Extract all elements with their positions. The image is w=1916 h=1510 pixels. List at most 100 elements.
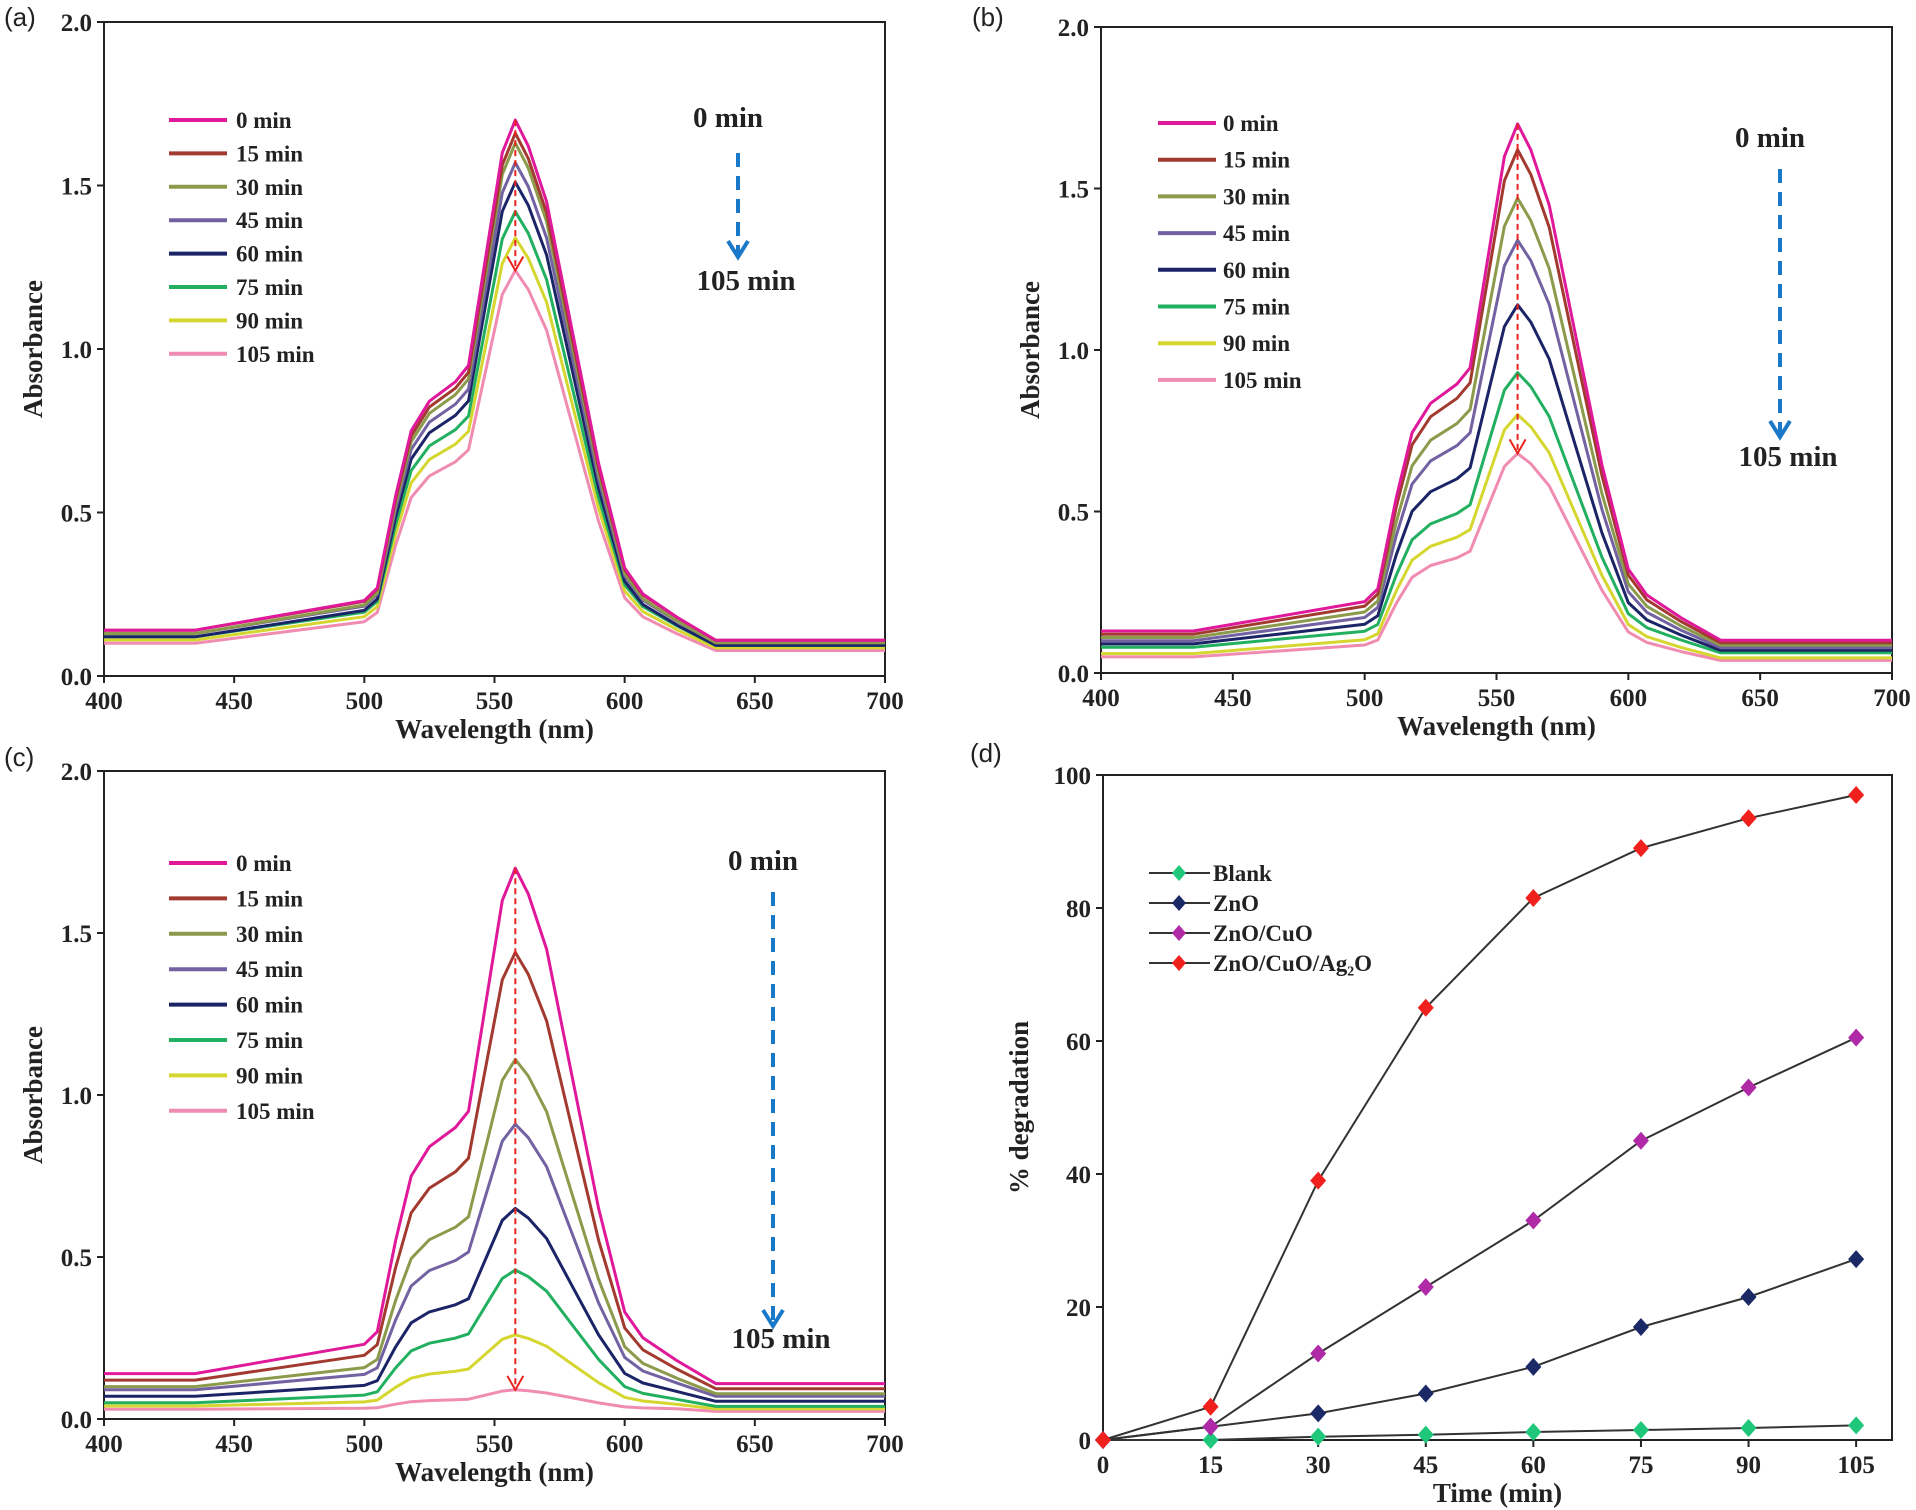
data-point (1525, 1211, 1542, 1230)
x-axis-label: Wavelength (nm) (1397, 711, 1596, 741)
data-point (1848, 1028, 1865, 1047)
y-tick-label: 1.5 (1058, 177, 1089, 204)
x-tick-label: 90 (1736, 1452, 1761, 1479)
data-point (1310, 1171, 1327, 1190)
legend-label: 45 min (1223, 221, 1290, 246)
decay-arrow-head (506, 256, 525, 273)
y-tick-label: 60 (1066, 1029, 1091, 1056)
annotation-start: 0 min (728, 845, 798, 877)
data-point (1310, 1344, 1327, 1363)
annotation-end: 105 min (1738, 441, 1837, 473)
y-tick-label: 1.5 (61, 921, 92, 948)
y-tick-label: 1.0 (61, 337, 92, 364)
legend-label: 90 min (236, 1063, 303, 1088)
x-tick-label: 500 (346, 1431, 384, 1458)
spectrum-line-105-min (1101, 451, 1892, 662)
legend-label: 60 min (236, 242, 303, 267)
legend-label: 75 min (1223, 295, 1290, 320)
annotation-end: 105 min (696, 265, 795, 297)
spectrum-line-90-min (1101, 413, 1892, 660)
data-point (1848, 785, 1865, 804)
spectrum-line-45-min (104, 161, 885, 645)
spectrum-line-60-min (104, 1206, 885, 1403)
legend-marker (1172, 925, 1186, 941)
legend-label: 105 min (236, 1099, 315, 1124)
y-tick-label: 0 (1079, 1428, 1092, 1455)
x-tick-label: 30 (1306, 1452, 1331, 1479)
spectrum-line-105-min (104, 1388, 885, 1413)
legend-label: 30 min (1223, 184, 1290, 209)
legend-label: 0 min (236, 851, 292, 876)
data-point (1310, 1404, 1327, 1423)
panel-label: (b) (972, 2, 1004, 32)
legend-label: 15 min (236, 886, 303, 911)
legend-label: 0 min (236, 108, 292, 133)
y-tick-label: 2.0 (1058, 15, 1089, 42)
annotation-start: 0 min (693, 102, 763, 134)
spectrum-line-90-min (104, 1333, 885, 1411)
series-line-3 (1102, 794, 1857, 1441)
x-tick-label: 450 (1214, 685, 1252, 712)
legend-label: 90 min (1223, 331, 1290, 356)
x-tick-label: 450 (215, 1431, 253, 1458)
x-tick-label: 400 (1082, 685, 1120, 712)
x-tick-label: 600 (1610, 685, 1648, 712)
y-tick-label: 2.0 (61, 759, 92, 786)
spectrum-line-105-min (104, 269, 885, 652)
y-tick-label: 0.0 (1058, 661, 1089, 688)
data-point (1202, 1417, 1219, 1436)
spectrum-line-0-min (104, 866, 885, 1386)
data-point (1417, 998, 1434, 1017)
data-point (1632, 1131, 1649, 1150)
data-point (1525, 1357, 1542, 1376)
y-tick-label: 1.5 (61, 174, 92, 201)
x-tick-label: 650 (1741, 685, 1779, 712)
x-tick-label: 600 (606, 688, 644, 715)
spectrum-line-75-min (104, 1268, 885, 1408)
data-point (1632, 1317, 1649, 1336)
legend-label: 90 min (236, 308, 303, 333)
y-axis-label: Absorbance (18, 1026, 48, 1164)
y-tick-label: 40 (1066, 1162, 1091, 1189)
data-point (1632, 839, 1649, 858)
x-tick-label: 500 (346, 688, 384, 715)
x-tick-label: 650 (736, 688, 774, 715)
y-tick-label: 0.0 (61, 664, 92, 691)
legend-label: 60 min (236, 993, 303, 1018)
y-tick-label: 0.5 (1058, 500, 1089, 527)
spectrum-line-75-min (1101, 371, 1892, 655)
y-axis-label: Absorbance (18, 280, 48, 418)
x-tick-label: 450 (215, 688, 253, 715)
panel-label: (d) (970, 738, 1002, 768)
legend-label: ZnO/CuO/Ag₂O (1213, 951, 1372, 976)
y-tick-label: 20 (1066, 1295, 1091, 1322)
panel-label: (c) (4, 742, 34, 772)
legend-label: 30 min (236, 922, 303, 947)
legend-label: ZnO (1213, 891, 1259, 916)
y-tick-label: 0.5 (61, 1245, 92, 1272)
legend-marker (1172, 865, 1186, 881)
data-point (1310, 1427, 1327, 1446)
series-line-2 (1102, 1036, 1857, 1441)
spectrum-line-0-min (104, 118, 885, 642)
data-point (1417, 1425, 1434, 1444)
data-point (1848, 1416, 1865, 1435)
x-tick-label: 45 (1413, 1452, 1438, 1479)
spectrum-line-30-min (1101, 196, 1892, 647)
legend-marker (1172, 955, 1186, 971)
x-tick-label: 500 (1346, 685, 1384, 712)
spectrum-line-0-min (1101, 122, 1892, 642)
y-tick-label: 0.0 (61, 1407, 92, 1434)
y-tick-label: 100 (1054, 763, 1092, 790)
data-point (1095, 1431, 1111, 1449)
data-point (1740, 1419, 1757, 1438)
x-axis-label: Wavelength (nm) (395, 1457, 594, 1487)
legend-label: 105 min (1223, 368, 1302, 393)
data-point (1417, 1278, 1434, 1297)
legend-label: 105 min (236, 342, 315, 367)
x-tick-label: 60 (1521, 1452, 1546, 1479)
data-point (1848, 1250, 1865, 1269)
spectrum-line-60-min (1101, 303, 1892, 652)
x-tick-label: 105 (1837, 1452, 1875, 1479)
y-tick-label: 0.5 (61, 501, 92, 528)
